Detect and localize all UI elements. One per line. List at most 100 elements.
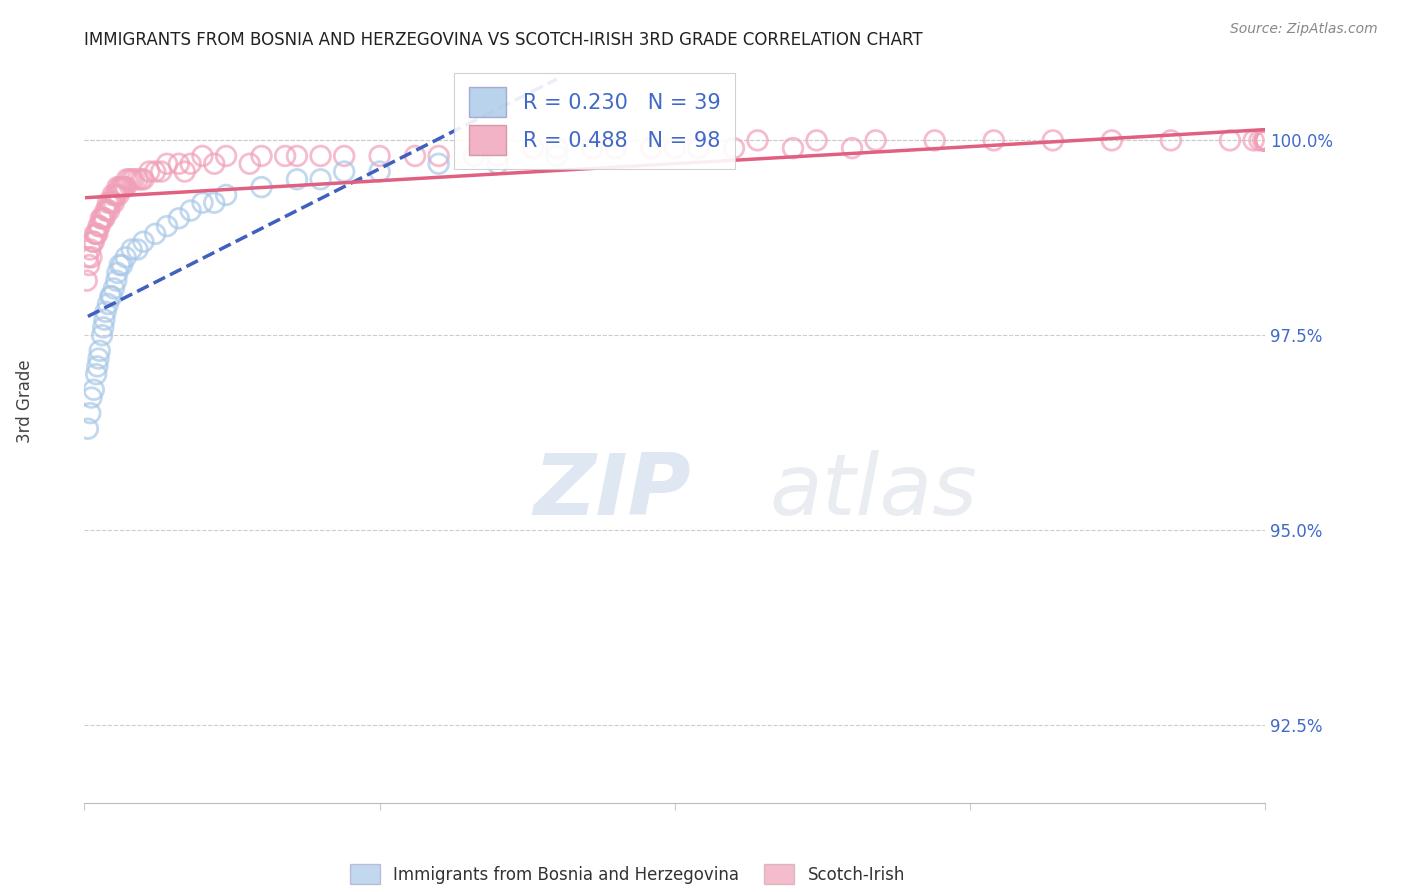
Point <box>1254 133 1277 147</box>
Point <box>143 164 166 178</box>
Point <box>285 172 308 186</box>
Text: ZIP: ZIP <box>533 450 690 533</box>
Point <box>105 274 128 288</box>
Point <box>546 149 568 163</box>
Point <box>486 157 509 171</box>
Point <box>924 133 946 147</box>
Point <box>1254 133 1277 147</box>
Point <box>93 211 115 226</box>
Point <box>1243 133 1265 147</box>
Point <box>111 258 134 272</box>
Point <box>1254 133 1277 147</box>
Point <box>122 172 145 186</box>
Point <box>167 211 190 226</box>
Point <box>107 266 129 280</box>
Point <box>127 243 149 257</box>
Point <box>87 351 110 366</box>
Point <box>93 312 115 326</box>
Point <box>427 149 450 163</box>
Point <box>107 188 129 202</box>
Point <box>118 172 141 186</box>
Point <box>250 180 273 194</box>
Point <box>84 367 107 381</box>
Point <box>1254 133 1277 147</box>
Point <box>91 328 114 343</box>
Point <box>91 320 114 334</box>
Point <box>150 164 173 178</box>
Point <box>103 281 125 295</box>
Point <box>1042 133 1064 147</box>
Point <box>80 391 103 405</box>
Point <box>89 219 111 233</box>
Point <box>239 157 262 171</box>
Point <box>546 141 568 155</box>
Point <box>86 359 108 374</box>
Legend: Immigrants from Bosnia and Herzegovina, Scotch-Irish: Immigrants from Bosnia and Herzegovina, … <box>342 855 914 892</box>
Point <box>76 274 98 288</box>
Point <box>191 149 214 163</box>
Point <box>114 250 136 264</box>
Point <box>167 157 190 171</box>
Point <box>1160 133 1182 147</box>
Point <box>1254 133 1277 147</box>
Point <box>105 188 128 202</box>
Point <box>138 164 160 178</box>
Point <box>94 305 117 319</box>
Point <box>91 211 114 226</box>
Text: atlas: atlas <box>769 450 977 533</box>
Point <box>202 157 225 171</box>
Point <box>82 235 104 249</box>
Point <box>156 157 179 171</box>
Point <box>285 149 308 163</box>
Text: 3rd Grade: 3rd Grade <box>17 359 34 443</box>
Point <box>97 297 120 311</box>
Point <box>83 383 105 397</box>
Point <box>605 141 627 155</box>
Point <box>368 164 391 178</box>
Point <box>463 149 485 163</box>
Point <box>274 149 297 163</box>
Point <box>110 180 132 194</box>
Point <box>1254 133 1277 147</box>
Point <box>127 172 149 186</box>
Point <box>98 195 121 210</box>
Point <box>1251 133 1274 147</box>
Point <box>1254 133 1277 147</box>
Point <box>77 250 100 264</box>
Point <box>202 195 225 210</box>
Point <box>782 141 804 155</box>
Point <box>1254 133 1277 147</box>
Point <box>723 141 745 155</box>
Point <box>1254 133 1277 147</box>
Point <box>107 180 129 194</box>
Point <box>89 343 111 358</box>
Point <box>688 141 710 155</box>
Point <box>79 243 101 257</box>
Point <box>108 258 131 272</box>
Point <box>77 422 100 436</box>
Point <box>108 180 131 194</box>
Text: Source: ZipAtlas.com: Source: ZipAtlas.com <box>1230 22 1378 37</box>
Point <box>91 211 114 226</box>
Point <box>333 164 356 178</box>
Point <box>640 141 662 155</box>
Point <box>112 180 135 194</box>
Point <box>90 211 112 226</box>
Point <box>1254 133 1277 147</box>
Point <box>841 141 863 155</box>
Point <box>1254 133 1277 147</box>
Point <box>77 258 100 272</box>
Point <box>121 172 143 186</box>
Point <box>79 406 101 420</box>
Point <box>215 188 238 202</box>
Point <box>98 203 121 218</box>
Point <box>100 195 122 210</box>
Point <box>191 195 214 210</box>
Point <box>1254 133 1277 147</box>
Point <box>94 203 117 218</box>
Point <box>250 149 273 163</box>
Point <box>215 149 238 163</box>
Point <box>104 188 127 202</box>
Point <box>83 235 105 249</box>
Point <box>87 219 110 233</box>
